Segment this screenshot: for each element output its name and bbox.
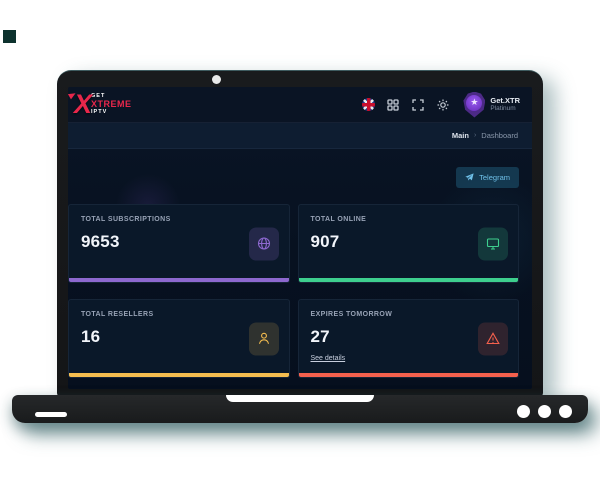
card-expires-tomorrow[interactable]: EXPIRES TOMORROW 27 See details [297,299,519,378]
uk-flag-icon[interactable] [361,98,375,112]
see-details-link[interactable]: See details [310,355,346,362]
card-value: 27 [310,327,330,346]
webcam-dot [212,75,221,84]
fullscreen-icon[interactable] [411,98,425,112]
logo-iptv: IPTV [91,109,108,115]
breadcrumb: Main › Dashboard [452,131,518,140]
telegram-button-label: Telegram [479,173,510,182]
platinum-badge-icon: ★ [463,91,486,118]
user-profile[interactable]: ★ Get.XTR Platinum [463,91,520,118]
dashboard-content: Telegram TOTAL SUBSCRIPTIONS 9653 [68,149,532,389]
warning-triangle-icon [478,322,508,355]
card-accent-bar [298,373,518,377]
breadcrumb-dashboard: Dashboard [481,131,518,140]
brightness-icon[interactable] [436,98,450,112]
card-total-subscriptions[interactable]: TOTAL SUBSCRIPTIONS 9653 [68,204,290,283]
base-dash [35,412,67,417]
card-label: TOTAL RESELLERS [81,311,154,318]
laptop-lid: X GET XTREME IPTV [57,70,543,397]
card-value: 907 [310,232,340,251]
stat-cards: TOTAL SUBSCRIPTIONS 9653 TOTAL ONLINE [68,204,519,378]
card-label: EXPIRES TOMORROW [310,311,393,318]
card-accent-bar [69,373,289,377]
breadcrumb-bar: Main › Dashboard [68,123,532,149]
card-label: TOTAL SUBSCRIPTIONS [81,216,171,223]
card-value: 16 [81,327,101,346]
reseller-person-icon [248,322,279,355]
laptop-base [12,395,588,423]
card-label: TOTAL ONLINE [310,216,367,223]
logo-xtreme: XTREME [91,99,132,109]
telegram-button[interactable]: Telegram [456,167,519,188]
brand-logo[interactable]: X GET XTREME IPTV [74,91,132,118]
breadcrumb-main[interactable]: Main [451,131,469,140]
card-accent-bar [298,278,518,282]
breadcrumb-separator: › [473,132,477,139]
header-actions: ★ Get.XTR Platinum [361,91,520,118]
base-dots [517,405,572,418]
logo-x-mark: X [74,89,93,119]
user-name: Get.XTR [490,95,520,105]
card-total-resellers[interactable]: TOTAL RESELLERS 16 [68,299,290,378]
artifact-square [3,30,16,43]
card-value: 9653 [81,232,120,251]
user-tier: Platinum [490,105,516,113]
laptop-notch [226,395,374,402]
globe-icon [248,227,279,260]
card-accent-bar [69,278,289,282]
telegram-plane-icon [465,173,474,181]
app-header: X GET XTREME IPTV [68,87,532,123]
monitor-icon [478,227,508,260]
apps-grid-icon[interactable] [386,98,400,112]
card-total-online[interactable]: TOTAL ONLINE 907 [297,204,519,283]
badge-star: ★ [466,94,483,111]
dashboard-screen: X GET XTREME IPTV [68,87,532,389]
logo-get: GET [91,92,106,99]
